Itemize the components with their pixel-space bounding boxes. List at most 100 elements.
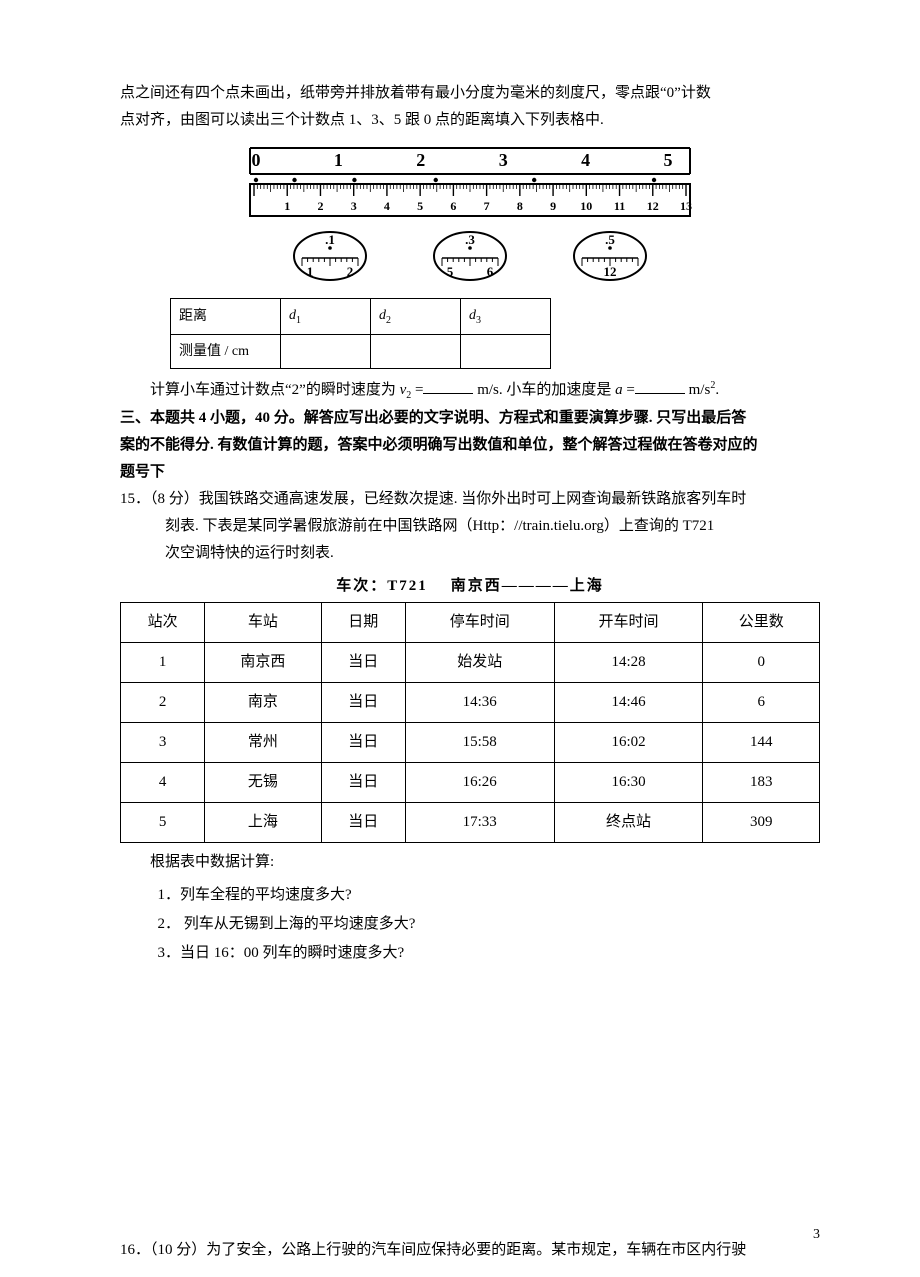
svg-text:.5: .5 [605, 232, 615, 247]
svg-text:2: 2 [347, 264, 354, 279]
magnifier-5: .5 12 [570, 228, 650, 284]
table-cell: 14:46 [554, 682, 703, 722]
d1-cell: d1 [281, 299, 371, 335]
svg-text:3: 3 [499, 150, 508, 170]
svg-text:5: 5 [417, 199, 423, 213]
row1-hdr: 距离 [171, 299, 281, 335]
svg-text:7: 7 [484, 199, 490, 213]
table-cell: 始发站 [405, 642, 554, 682]
magnifier-1: .1 1 2 [290, 228, 370, 284]
svg-text:0: 0 [252, 150, 261, 170]
magnifier-3: .356 [430, 228, 510, 284]
col-header: 停车时间 [405, 602, 554, 642]
table-cell: 17:33 [405, 802, 554, 842]
table-cell: 南京 [205, 682, 322, 722]
table-header-row: 站次车站日期停车时间开车时间公里数 [121, 602, 820, 642]
svg-text:1: 1 [334, 150, 343, 170]
q15-line1: 15．（8 分）我国铁路交通高速发展，已经数次提速. 当你外出时可上网查询最新铁… [120, 486, 820, 513]
table-cell: 16:26 [405, 762, 554, 802]
table-row: 2南京当日14:3614:466 [121, 682, 820, 722]
svg-text:9: 9 [550, 199, 556, 213]
ruler-svg: 012345 12345678910111213 [230, 146, 710, 224]
table-cell: 16:30 [554, 762, 703, 802]
q15-sub3: 3．当日 16：00 列车的瞬时速度多大? [158, 940, 821, 967]
table-cell: 当日 [321, 642, 405, 682]
table-row: 3常州当日15:5816:02144 [121, 722, 820, 762]
d3-cell: d3 [461, 299, 551, 335]
table-cell: 当日 [321, 762, 405, 802]
empty-cell [371, 334, 461, 368]
table-row: 距离 d1 d2 d3 [171, 299, 551, 335]
table-row: 4无锡当日16:2616:30183 [121, 762, 820, 802]
section3-l3: 题号下 [120, 459, 820, 486]
intro-line2: 点对齐，由图可以读出三个计数点 1、3、5 跟 0 点的距离填入下列表格中. [120, 107, 820, 134]
q15-tail: 根据表中数据计算: [120, 849, 820, 876]
svg-text:10: 10 [580, 199, 592, 213]
svg-text:12: 12 [647, 199, 659, 213]
svg-text:12: 12 [604, 264, 617, 279]
calc-line: 计算小车通过计数点“2”的瞬时速度为 v2 = m/s. 小车的加速度是 a =… [120, 377, 820, 405]
train-table: 站次车站日期停车时间开车时间公里数 1南京西当日始发站14:2802南京当日14… [120, 602, 820, 843]
table-cell: 183 [703, 762, 820, 802]
svg-text:5: 5 [664, 150, 673, 170]
col-header: 日期 [321, 602, 405, 642]
distance-table: 距离 d1 d2 d3 测量值 / cm [170, 298, 551, 369]
table-cell: 当日 [321, 802, 405, 842]
q16-line: 16．（10 分）为了安全，公路上行驶的汽车间应保持必要的距离。某市规定，车辆在… [120, 1237, 820, 1264]
blank-v2 [423, 379, 473, 394]
page-number: 3 [813, 1222, 820, 1247]
svg-text:.1: .1 [325, 232, 335, 247]
train-title: 车次：T721 南京西————上海 [120, 573, 820, 600]
ruler-figure: 012345 12345678910111213 [120, 146, 820, 224]
svg-text:13: 13 [680, 199, 692, 213]
table-row: 5上海当日17:33终点站309 [121, 802, 820, 842]
svg-text:4: 4 [581, 150, 590, 170]
col-header: 车站 [205, 602, 322, 642]
section3-l2: 案的不能得分. 有数值计算的题，答案中必须明确写出数值和单位，整个解答过程做在答… [120, 432, 820, 459]
q15-sublist: 1．列车全程的平均速度多大? 2． 列车从无锡到上海的平均速度多大? 3．当日 … [158, 882, 821, 967]
table-cell: 南京西 [205, 642, 322, 682]
svg-text:6: 6 [450, 199, 456, 213]
table-cell: 5 [121, 802, 205, 842]
svg-text:4: 4 [384, 199, 390, 213]
intro-line1: 点之间还有四个点未画出，纸带旁并排放着带有最小分度为毫米的刻度尺，零点跟“0”计… [120, 80, 820, 107]
table-cell: 1 [121, 642, 205, 682]
table-cell: 无锡 [205, 762, 322, 802]
magnifiers-row: .112 .356 .512 [120, 228, 820, 284]
empty-cell [461, 334, 551, 368]
table-cell: 2 [121, 682, 205, 722]
table-cell: 终点站 [554, 802, 703, 842]
table-cell: 当日 [321, 722, 405, 762]
col-header: 公里数 [703, 602, 820, 642]
section3-l1: 三、本题共 4 小题，40 分。解答应写出必要的文字说明、方程式和重要演算步骤.… [120, 405, 820, 432]
table-cell: 0 [703, 642, 820, 682]
table-row: 1南京西当日始发站14:280 [121, 642, 820, 682]
svg-text:1: 1 [284, 199, 290, 213]
table-cell: 309 [703, 802, 820, 842]
blank-a [635, 379, 685, 394]
table-cell: 当日 [321, 682, 405, 722]
svg-text:11: 11 [614, 199, 625, 213]
empty-cell [281, 334, 371, 368]
q15-sub1: 1．列车全程的平均速度多大? [158, 882, 821, 909]
d2-cell: d2 [371, 299, 461, 335]
svg-text:2: 2 [416, 150, 425, 170]
table-cell: 上海 [205, 802, 322, 842]
table-cell: 15:58 [405, 722, 554, 762]
svg-text:.3: .3 [465, 232, 475, 247]
col-header: 站次 [121, 602, 205, 642]
table-cell: 14:28 [554, 642, 703, 682]
svg-text:1: 1 [307, 264, 314, 279]
q15-sub2: 2． 列车从无锡到上海的平均速度多大? [158, 911, 821, 938]
table-cell: 14:36 [405, 682, 554, 722]
table-cell: 16:02 [554, 722, 703, 762]
table-cell: 6 [703, 682, 820, 722]
svg-text:8: 8 [517, 199, 523, 213]
table-cell: 3 [121, 722, 205, 762]
row2-hdr: 测量值 / cm [171, 334, 281, 368]
table-cell: 144 [703, 722, 820, 762]
table-cell: 常州 [205, 722, 322, 762]
q15-line2: 刻表. 下表是某同学暑假旅游前在中国铁路网（Http：//train.tielu… [165, 513, 820, 540]
col-header: 开车时间 [554, 602, 703, 642]
svg-text:3: 3 [351, 199, 357, 213]
